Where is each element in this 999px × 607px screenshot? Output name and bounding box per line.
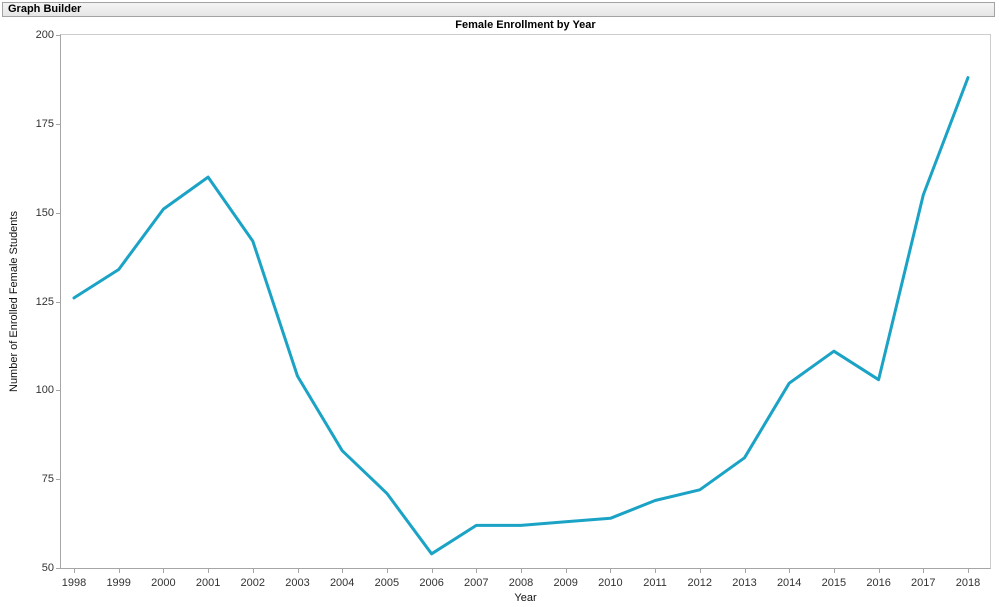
- y-tick-mark: [56, 212, 60, 214]
- x-tick-mark: [74, 569, 75, 573]
- enrollment-series-line[interactable]: [72, 76, 970, 556]
- x-tick-label: 2011: [643, 577, 667, 589]
- chart-title: Female Enrollment by Year: [455, 19, 596, 31]
- y-tick-label: 125: [35, 295, 54, 308]
- x-tick-label: 2013: [732, 577, 757, 589]
- x-tick-mark: [297, 569, 299, 573]
- x-tick-label: 2016: [866, 577, 891, 589]
- x-tick-mark: [878, 569, 880, 573]
- x-tick-mark: [208, 569, 210, 573]
- x-tick-label: 2002: [240, 577, 266, 589]
- line-chart: [72, 76, 970, 556]
- x-tick-mark: [744, 569, 746, 573]
- x-tick-label: 2005: [374, 577, 400, 589]
- x-tick-label: 2006: [419, 577, 444, 589]
- x-tick-mark: [521, 569, 522, 573]
- x-tick-mark: [789, 569, 791, 573]
- x-tick-mark: [610, 569, 612, 573]
- x-tick-label: 2018: [955, 577, 981, 589]
- report-title-bar[interactable]: Graph Builder: [2, 2, 995, 17]
- y-tick-label: 175: [35, 117, 54, 130]
- x-tick-label: 2009: [553, 577, 578, 589]
- x-tick-mark: [342, 569, 344, 573]
- x-tick-mark: [923, 569, 925, 573]
- y-tick-mark: [56, 35, 60, 36]
- y-tick-mark: [56, 568, 60, 569]
- x-tick-label: 1999: [106, 577, 131, 589]
- x-tick-label: 2001: [195, 577, 221, 589]
- x-tick-label: 2015: [821, 577, 847, 589]
- x-tick-mark: [968, 569, 969, 573]
- x-tick-label: 2014: [776, 577, 802, 589]
- report-title: Graph Builder: [8, 3, 82, 15]
- x-tick-label: 1998: [61, 577, 87, 589]
- y-tick-label: 100: [35, 384, 54, 397]
- x-tick-mark: [431, 569, 433, 573]
- y-tick-mark: [56, 123, 60, 125]
- x-tick-label: 2012: [687, 577, 713, 589]
- x-tick-label: 2010: [598, 577, 623, 589]
- x-tick-mark: [163, 569, 165, 573]
- x-tick-mark: [386, 569, 388, 573]
- x-tick-mark: [655, 569, 657, 573]
- x-tick-label: 2007: [464, 577, 489, 589]
- x-tick-label: 2017: [911, 577, 936, 589]
- y-tick-label: 75: [41, 473, 54, 486]
- y-tick-mark: [56, 479, 60, 481]
- y-tick-mark: [56, 301, 60, 303]
- x-tick-mark: [252, 569, 254, 573]
- x-tick-label: 2008: [508, 577, 534, 589]
- y-tick-label: 50: [41, 562, 54, 574]
- x-tick-mark: [699, 569, 701, 573]
- plot-frame[interactable]: [60, 34, 991, 569]
- x-tick-label: 2004: [329, 577, 355, 589]
- x-tick-mark: [833, 569, 835, 573]
- x-tick-mark: [476, 569, 478, 573]
- x-tick-label: 2000: [151, 577, 176, 589]
- x-tick-label: 2003: [285, 577, 310, 589]
- x-tick-mark: [565, 569, 567, 573]
- y-tick-label: 150: [35, 206, 54, 219]
- y-tick-mark: [56, 390, 60, 392]
- x-tick-mark: [118, 569, 120, 573]
- y-tick-label: 200: [35, 29, 54, 41]
- x-axis-title: Year: [514, 592, 537, 604]
